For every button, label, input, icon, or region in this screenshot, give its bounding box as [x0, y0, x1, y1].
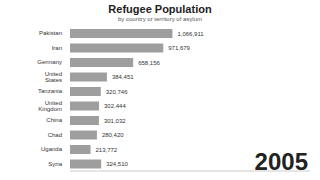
svg-text:280,420: 280,420: [102, 132, 124, 138]
svg-text:971,679: 971,679: [168, 45, 190, 51]
svg-text:Pakistan: Pakistan: [39, 30, 62, 36]
svg-text:302,444: 302,444: [104, 103, 126, 109]
html-text:Refugee Population: Refugee Population: [108, 3, 212, 15]
svg-text:Iran: Iran: [52, 45, 62, 51]
svg-text:Chad: Chad: [48, 132, 62, 138]
svg-text:Tanzania: Tanzania: [38, 88, 63, 94]
svg-text:1,066,911: 1,066,911: [177, 31, 204, 37]
svg-text:320,746: 320,746: [106, 89, 128, 95]
svg-text:301,032: 301,032: [104, 118, 126, 124]
html-text:2005: 2005: [254, 148, 308, 175]
svg-text:Uganda: Uganda: [41, 146, 63, 152]
svg-text:658,156: 658,156: [138, 60, 160, 66]
svg-text:Germany: Germany: [37, 59, 62, 65]
svg-text:213,772: 213,772: [96, 147, 118, 153]
svg-text:Syria: Syria: [48, 161, 62, 167]
svg-text:UnitedKingdom: UnitedKingdom: [38, 100, 62, 112]
html-text:by country or territory of asy: by country or territory of asylum: [118, 16, 202, 22]
svg-text:324,510: 324,510: [106, 161, 128, 167]
svg-text:384,451: 384,451: [112, 74, 134, 80]
svg-text:UnitedStates: UnitedStates: [45, 71, 62, 83]
svg-text:China: China: [46, 117, 62, 123]
